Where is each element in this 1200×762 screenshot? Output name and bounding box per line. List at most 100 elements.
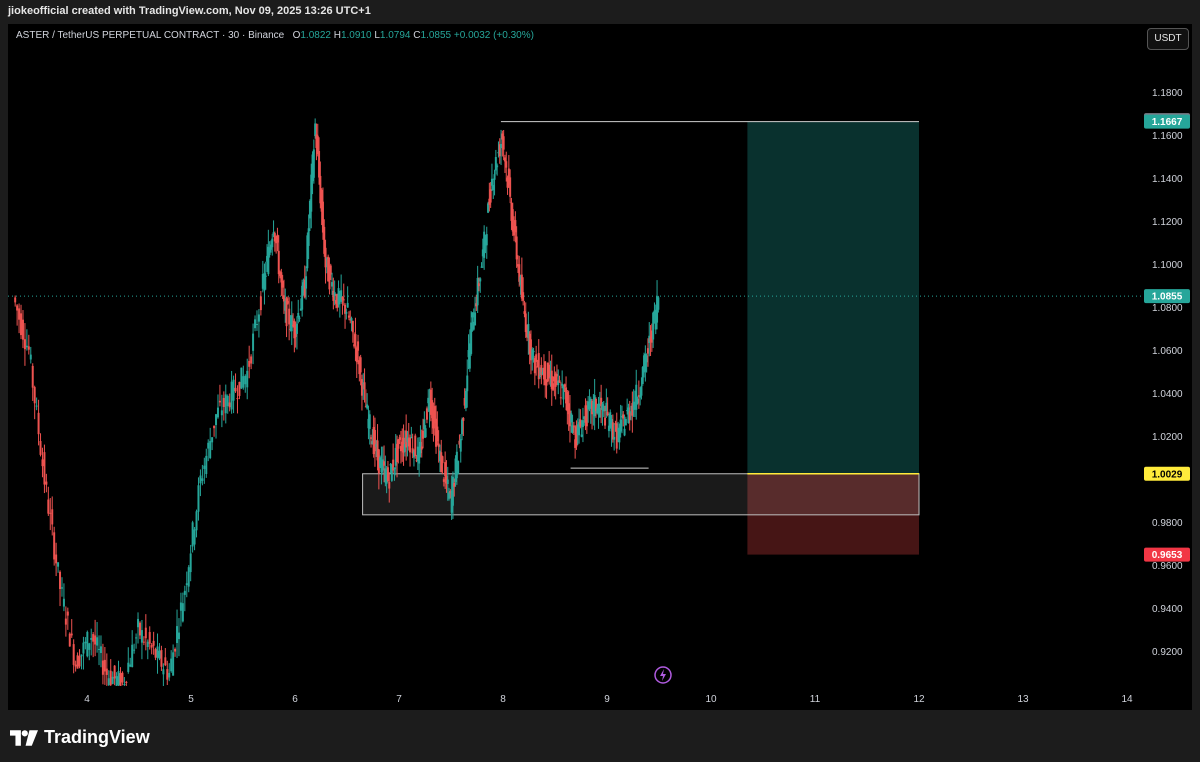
candle-body (310, 174, 313, 212)
candle-body (488, 198, 491, 205)
candle-body (479, 278, 482, 282)
candle-body (633, 404, 636, 406)
candle-body (632, 401, 635, 410)
candle-body (92, 634, 95, 642)
candle-body (289, 328, 292, 330)
candle-body (127, 662, 130, 672)
chart-legend: ASTER / TetherUS PERPETUAL CONTRACT · 30… (16, 30, 534, 41)
candle-body (463, 398, 466, 406)
candle-body (189, 553, 192, 573)
candle-body (64, 618, 67, 625)
candle-body (98, 648, 101, 650)
price-label-text: 1.0029 (1152, 469, 1183, 480)
candle-body (35, 405, 38, 407)
candle-body (513, 226, 516, 236)
candle-body (568, 410, 571, 427)
candle-body (72, 644, 75, 665)
candle-body (162, 669, 165, 675)
lightning-icon (654, 666, 672, 684)
candle-body (403, 444, 406, 452)
candle-body (593, 395, 596, 417)
candle-body (82, 642, 85, 654)
candle-body (489, 189, 492, 203)
candle-body (624, 418, 627, 426)
candle-body (412, 451, 415, 458)
candle-body (466, 375, 469, 392)
candle-body (433, 406, 436, 424)
candle-body (271, 238, 274, 248)
candle-body (509, 177, 512, 197)
candle-body (88, 643, 91, 650)
candles-group (14, 118, 660, 686)
tradingview-logo[interactable]: TradingView (10, 727, 150, 748)
candle-body (455, 451, 458, 479)
candle-body (571, 425, 574, 433)
candle-body (383, 461, 386, 466)
candle-body (236, 398, 239, 400)
low-label: L (374, 30, 380, 41)
candle-body (366, 404, 369, 409)
candle-body (442, 479, 445, 482)
x-axis-tick-label: 7 (396, 694, 402, 705)
candle-body (459, 439, 462, 452)
candle-body (485, 234, 488, 246)
candle-body (96, 637, 99, 646)
candle-body (68, 633, 71, 647)
candle-body (372, 427, 375, 455)
candle-body (644, 353, 647, 372)
candle-body (199, 475, 202, 484)
candle-body (25, 345, 28, 348)
candle-body (454, 458, 457, 482)
y-axis-tick-label: 1.1200 (1152, 217, 1183, 228)
candle-body (656, 296, 659, 323)
candle-body (174, 648, 177, 652)
candle-body (103, 659, 106, 672)
candle-body (170, 658, 173, 672)
candle-body (531, 349, 534, 360)
candle-body (446, 479, 449, 484)
candle-body (475, 303, 478, 307)
candle-body (652, 312, 655, 340)
candle-body (425, 408, 428, 420)
lightning-icon-bolt (660, 669, 666, 681)
candle-body (623, 428, 626, 436)
x-axis-tick-label: 6 (292, 694, 298, 705)
candle-body (574, 439, 577, 448)
candle-body (218, 400, 221, 403)
candle-body (376, 440, 379, 461)
candle-body (592, 401, 595, 413)
candle-body (307, 228, 310, 246)
candle-body (355, 347, 358, 363)
candle-body (397, 439, 400, 449)
candle-body (406, 437, 409, 443)
candle-body (125, 681, 128, 684)
candle-body (39, 441, 42, 455)
candle-body (345, 311, 348, 314)
candle-body (617, 428, 620, 431)
candle-body (319, 175, 322, 204)
candle-body (301, 285, 304, 310)
candle-body (215, 414, 218, 426)
currency-button[interactable]: USDT (1147, 28, 1189, 50)
candle-body (533, 358, 536, 374)
candle-body (561, 383, 564, 386)
candle-body (115, 676, 118, 686)
candle-body (635, 384, 638, 410)
candle-body (297, 312, 300, 318)
candle-body (76, 655, 79, 669)
candle-body (80, 654, 83, 657)
candle-body (575, 426, 578, 447)
candle-body (329, 265, 332, 275)
x-axis-tick-label: 13 (1017, 694, 1029, 705)
chart-area[interactable] (8, 24, 1192, 710)
candle-body (187, 567, 190, 587)
candle-body (21, 319, 24, 340)
candle-body (250, 356, 253, 364)
candle-body (364, 406, 367, 408)
candle-body (611, 422, 614, 440)
candle-body (541, 371, 544, 375)
candle-body (113, 665, 116, 679)
candle-body (604, 417, 607, 426)
candle-body (589, 398, 592, 409)
